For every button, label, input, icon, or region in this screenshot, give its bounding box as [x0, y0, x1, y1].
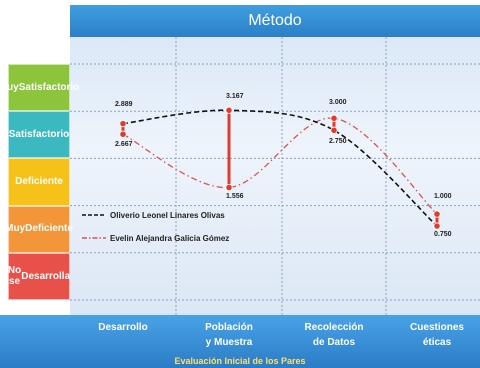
- category-label: Cuestiones éticas: [387, 320, 480, 350]
- legend-label: Oliverio Leonel Linares Olivas: [110, 211, 225, 220]
- level-1: Satisfactorio: [8, 111, 70, 159]
- category-label-line: y Muestra: [205, 337, 253, 348]
- point-evelin: [119, 130, 127, 138]
- data-label: 3.000: [329, 99, 347, 106]
- level-0: Muy Satisfactorio: [0, 64, 79, 112]
- category-label: Desarrollo: [73, 320, 173, 335]
- point-oliverio: [330, 126, 338, 134]
- category-bar: Desarrollo Población y Muestra Recolección d…: [0, 315, 480, 368]
- data-label: 3.167: [226, 93, 244, 100]
- series-line-evelin: [122, 117, 438, 215]
- data-label: 1.000: [434, 193, 452, 200]
- level-label: Deficiente: [15, 176, 63, 188]
- data-label: 0.750: [434, 231, 452, 238]
- level-label: Satisfactorio: [18, 81, 80, 93]
- level-label: Muy: [0, 81, 19, 93]
- data-label: 2.750: [329, 138, 347, 145]
- category-label-line: Cuestiones: [410, 322, 464, 333]
- point-evelin: [225, 183, 233, 192]
- category-label: Recolección de Datos: [284, 320, 384, 350]
- category-label-line: de Datos: [312, 337, 356, 348]
- category-label-line: Recolección: [304, 322, 364, 333]
- point-oliverio: [433, 222, 441, 230]
- category-label-line: Desarrollo: [98, 322, 148, 333]
- legend-label: Evelin Alejandra Galicia Gómez: [110, 234, 229, 243]
- point-oliverio: [119, 120, 127, 128]
- level-label: No se: [7, 264, 22, 288]
- data-label: 2.889: [115, 101, 133, 108]
- category-label-line: Población: [205, 322, 253, 333]
- series-line-oliverio: [122, 109, 438, 227]
- point-evelin: [433, 210, 441, 218]
- data-label: 2.667: [115, 141, 133, 148]
- level-label: Desarrolla: [21, 270, 71, 282]
- level-label: Deficiente: [25, 223, 73, 235]
- chart-title: Método: [248, 12, 302, 29]
- plot-area: [70, 37, 480, 315]
- level-4: No se Desarrolla: [7, 252, 71, 300]
- category-label-line: éticas: [422, 337, 452, 348]
- level-label: Muy: [5, 223, 26, 235]
- chart-subtitle: Evaluación Inicial de los Pares: [174, 356, 306, 366]
- data-label: 1.556: [226, 193, 244, 200]
- level-2: Deficiente: [8, 158, 70, 206]
- level-3: Muy Deficiente: [5, 205, 73, 253]
- chart-title-bar: Método: [70, 5, 480, 37]
- category-label: Población y Muestra: [179, 320, 279, 350]
- point-evelin: [330, 114, 338, 122]
- point-oliverio: [225, 106, 233, 114]
- level-label: Satisfactorio: [8, 129, 70, 141]
